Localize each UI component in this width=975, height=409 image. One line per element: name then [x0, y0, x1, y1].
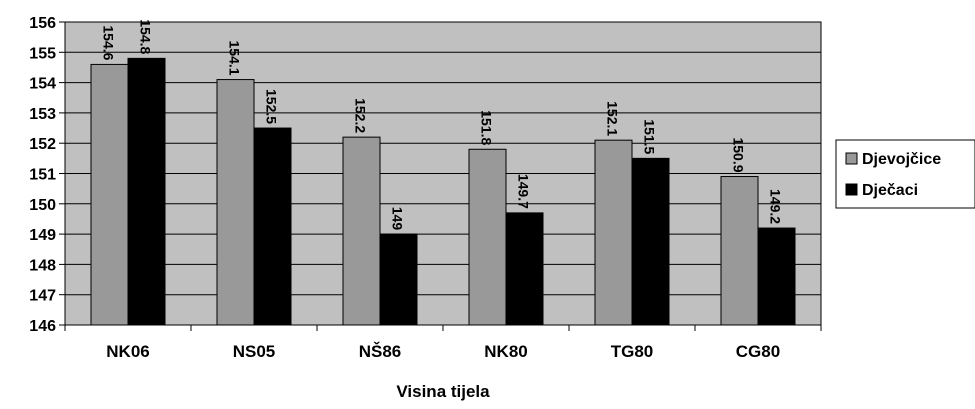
bar-djevojcice	[216, 79, 255, 326]
bar-djevojcice	[594, 139, 633, 326]
legend-swatch-djecaci	[845, 183, 858, 196]
y-tick-label: 149	[29, 227, 56, 244]
bar-djecaci	[631, 157, 670, 326]
y-tick-label: 150	[29, 197, 56, 214]
bar-djecaci	[127, 57, 166, 326]
y-tick-label: 152	[29, 136, 56, 153]
data-label: 152.1	[605, 101, 621, 136]
data-label: 149.7	[516, 174, 532, 209]
legend-swatch-djevojcice	[845, 152, 858, 165]
data-labels: 154.6 154.8 154.1 152.5 152.2 149 151.8 149.7 15…	[101, 19, 784, 230]
data-label: 151.8	[479, 110, 495, 145]
y-tick-label: 147	[29, 288, 56, 305]
bar-djecaci	[253, 127, 292, 326]
bars	[90, 57, 796, 326]
x-tick-label: NK80	[484, 342, 527, 361]
data-label: 154.1	[227, 41, 243, 76]
data-label: 154.6	[101, 25, 117, 60]
y-tick-label: 156	[29, 15, 56, 32]
y-tick-label: 154	[29, 76, 56, 93]
bar-djevojcice	[90, 63, 129, 326]
x-tick-label: TG80	[611, 342, 654, 361]
legend-frame	[835, 139, 975, 209]
y-tick-label: 153	[29, 106, 56, 123]
y-tick-label: 151	[29, 167, 56, 184]
bar-djevojcice	[720, 176, 759, 326]
x-tick-label: NK06	[106, 342, 149, 361]
data-label: 152.2	[353, 98, 369, 133]
data-label: 149	[390, 207, 406, 231]
y-tick-label: 155	[29, 45, 56, 62]
y-tick-label: 146	[29, 318, 56, 335]
x-tick-label: NS05	[233, 342, 276, 361]
bar-djecaci	[379, 233, 418, 326]
y-tick-label: 148	[29, 257, 56, 274]
data-label: 150.9	[731, 137, 747, 172]
bar-djecaci	[757, 227, 796, 326]
x-tick-label: NŠ86	[359, 342, 402, 361]
data-label: 152.5	[264, 89, 280, 124]
x-tick-label: CG80	[736, 342, 780, 361]
data-label: 149.2	[768, 189, 784, 224]
data-label: 154.8	[138, 19, 154, 54]
x-axis-title: Visina tijela	[396, 382, 490, 401]
legend-label-djevojcice: Djevojčice	[862, 151, 941, 168]
grid-lines	[65, 51, 821, 296]
bar-djecaci	[505, 212, 544, 326]
legend-label-djecaci: Dječaci	[862, 182, 918, 199]
bar-djevojcice	[468, 148, 507, 326]
axes: 146 147 148 149 150 151 152 153 154 155 156 NK06 NS0…	[29, 15, 822, 361]
bar-djevojcice	[342, 136, 381, 326]
data-label: 151.5	[642, 119, 658, 154]
legend: Djevojčice Dječaci	[835, 139, 975, 209]
